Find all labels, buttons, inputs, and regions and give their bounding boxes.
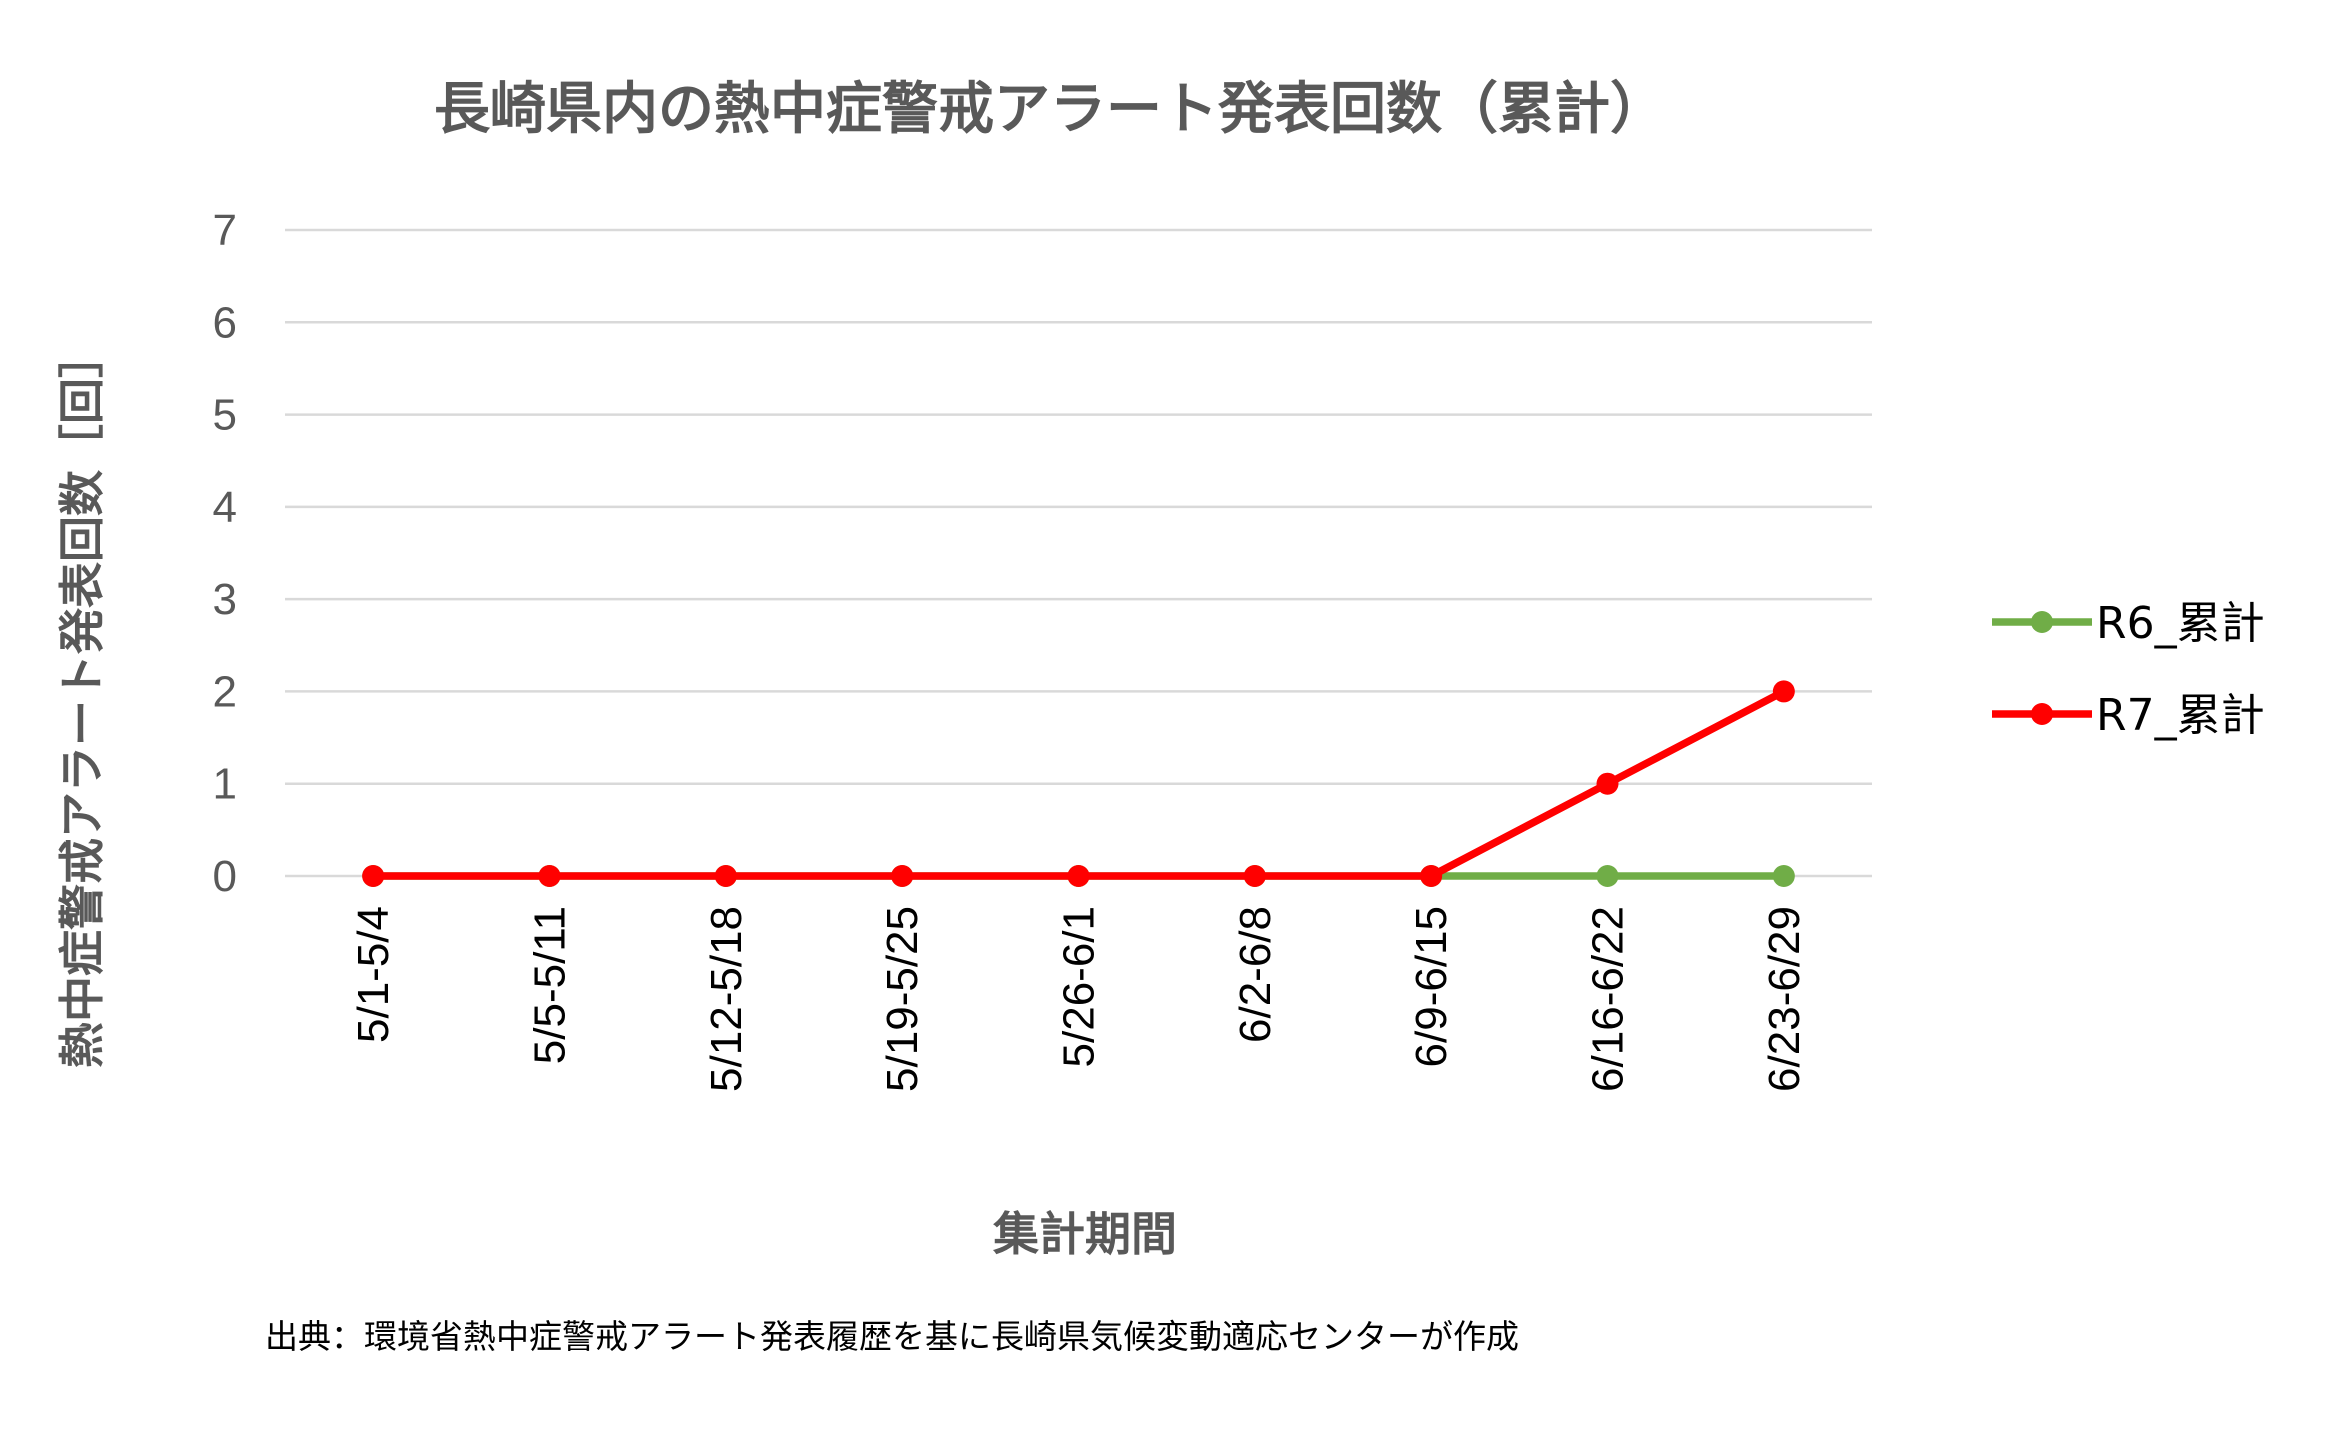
series-2 — [362, 680, 1795, 887]
y-tick-label: 3 — [213, 575, 237, 624]
data-point — [714, 865, 737, 887]
data-point — [362, 865, 385, 887]
x-tick-label: 5/1-5/4 — [349, 906, 398, 1043]
data-point — [1596, 772, 1619, 795]
y-tick-label: 5 — [213, 391, 237, 440]
x-tick-label: 6/9-6/15 — [1407, 906, 1456, 1067]
gridlines — [285, 228, 1872, 878]
legend-item: R6_累計 — [1992, 598, 2265, 649]
data-point — [1772, 865, 1795, 887]
x-axis-title: 集計期間 — [992, 1207, 1177, 1261]
x-tick-label: 6/16-6/22 — [1584, 906, 1633, 1092]
source-note: 出典：環境省熱中症警戒アラート発表履歴を基に長崎県気候変動適応センターが作成 — [265, 1317, 1519, 1356]
y-tick-label: 1 — [213, 760, 237, 809]
legend-marker — [2031, 703, 2053, 725]
y-tick-label: 6 — [213, 298, 237, 347]
y-tick-label: 0 — [213, 852, 237, 901]
data-point — [1243, 865, 1266, 887]
x-axis-ticks: 5/1-5/4 5/5-5/11 5/12-5/18 5/19-5/25 5/26-6/… — [349, 906, 1809, 1092]
data-point — [1420, 865, 1443, 887]
y-tick-label: 7 — [213, 206, 237, 255]
data-point — [538, 865, 561, 887]
data-point — [1772, 680, 1795, 703]
y-axis-title: 熱中症警戒アラート発表回数［回］ — [55, 332, 109, 1068]
y-tick-label: 4 — [213, 483, 237, 532]
x-tick-label: 5/5-5/11 — [526, 906, 575, 1064]
data-point — [1596, 865, 1619, 887]
data-point — [1067, 865, 1090, 887]
x-tick-label: 6/2-6/8 — [1231, 906, 1280, 1043]
y-tick-label: 2 — [213, 667, 237, 716]
x-tick-label: 5/26-6/1 — [1055, 906, 1104, 1067]
legend-label: R6_累計 — [2096, 598, 2265, 649]
legend-item: R7_累計 — [1992, 690, 2265, 741]
data-point — [891, 865, 914, 887]
series-layer — [362, 680, 1795, 887]
y-axis-ticks: 0 1 2 3 4 5 6 7 — [213, 206, 237, 901]
legend-marker — [2031, 611, 2053, 633]
x-tick-label: 5/12-5/18 — [702, 906, 751, 1092]
x-tick-label: 5/19-5/25 — [878, 906, 927, 1092]
legend-label: R7_累計 — [2096, 690, 2265, 741]
chart-title: 長崎県内の熱中症警戒アラート発表回数（累計） — [434, 77, 1666, 142]
x-tick-label: 6/23-6/29 — [1760, 906, 1809, 1092]
legend: R6_累計 R7_累計 — [1992, 598, 2265, 741]
